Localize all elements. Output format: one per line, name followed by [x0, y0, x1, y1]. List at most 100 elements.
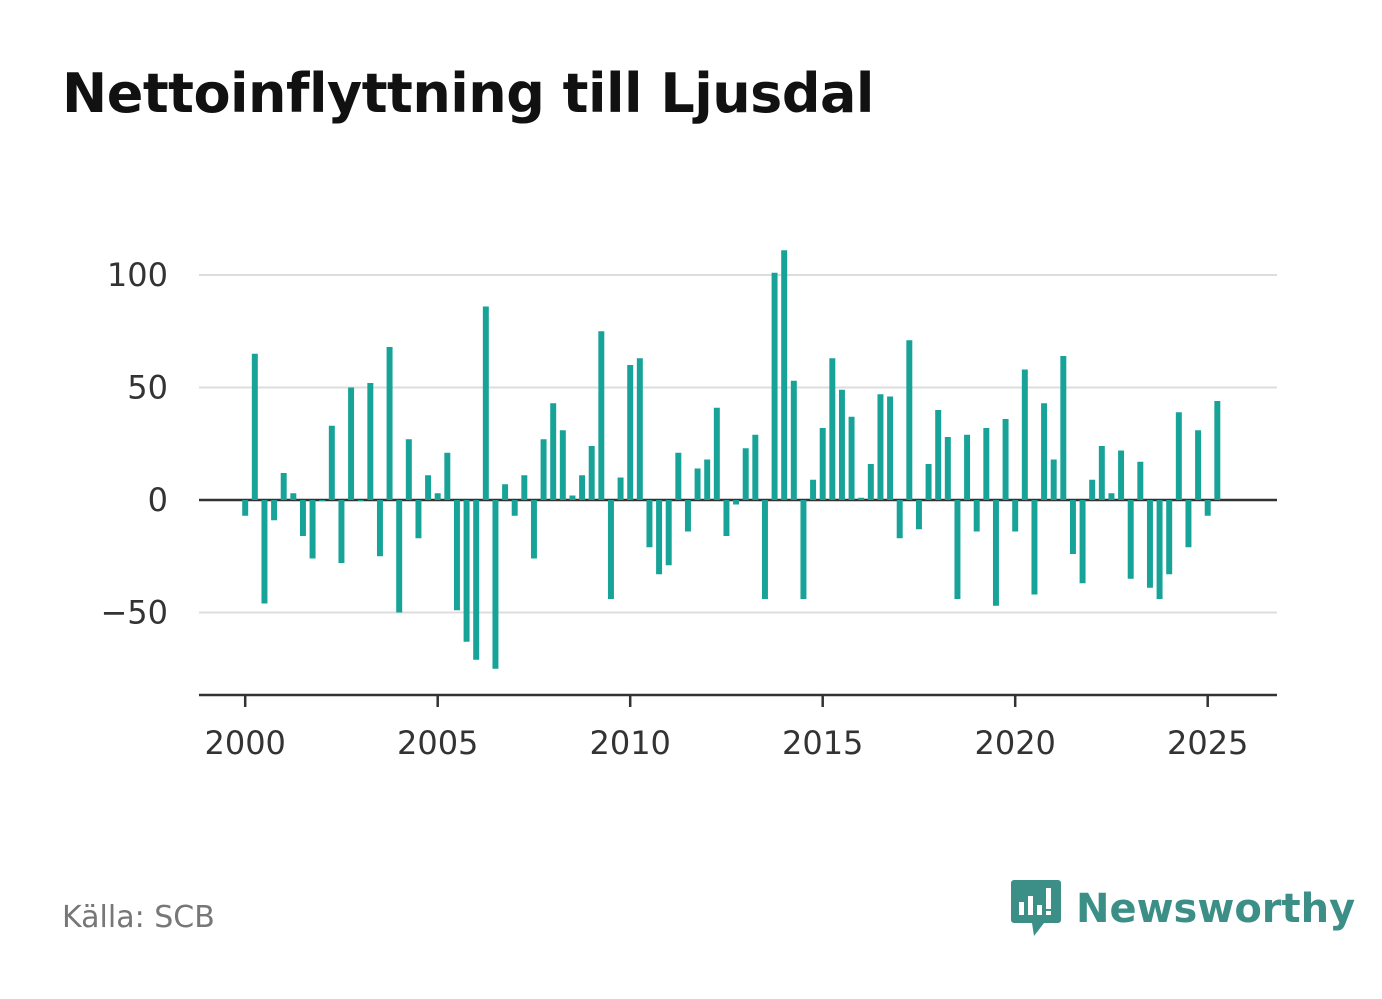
bar: [790, 380, 797, 500]
bar: [1098, 446, 1105, 500]
bar: [752, 434, 759, 500]
bar: [1108, 493, 1115, 500]
bar: [453, 500, 460, 611]
bar: [915, 500, 922, 530]
bar: [694, 468, 701, 500]
bar: [1118, 450, 1125, 500]
bar: [540, 439, 547, 500]
bar: [280, 473, 287, 500]
bar: [684, 500, 691, 532]
bar: [511, 500, 518, 516]
bar: [396, 500, 403, 613]
bar: [848, 416, 855, 500]
bar: [636, 358, 643, 500]
bar: [367, 383, 374, 500]
bar: [733, 500, 740, 505]
bar: [290, 493, 297, 500]
bar: [1214, 401, 1221, 500]
bar: [357, 500, 364, 501]
source-label: Källa: SCB: [62, 900, 215, 935]
x-tick-label: 2000: [204, 724, 285, 762]
y-tick-label: 100: [107, 256, 168, 294]
bar: [309, 500, 316, 559]
brand-logo: Newsworthy: [1010, 878, 1355, 940]
bar: [348, 387, 355, 500]
bar: [588, 446, 595, 500]
bar: [810, 479, 817, 500]
x-tick-label: 2015: [782, 724, 863, 762]
bar: [338, 500, 345, 563]
y-tick-label: −50: [100, 594, 168, 632]
bar: [425, 475, 432, 500]
bar: [492, 500, 499, 669]
bar: [1089, 479, 1096, 500]
bar: [1137, 461, 1144, 500]
bar: [713, 407, 720, 500]
bar: [521, 475, 528, 500]
bar: [463, 500, 470, 642]
bar: [415, 500, 422, 539]
bar: [1204, 500, 1211, 516]
bar: [627, 365, 634, 500]
bar: [1079, 500, 1086, 584]
bar: [444, 452, 451, 500]
bar: [781, 250, 788, 500]
bar: [559, 430, 566, 500]
bar: [704, 459, 711, 500]
bar: [983, 428, 990, 500]
bar: [742, 448, 749, 500]
bar: [319, 500, 326, 501]
bar: [723, 500, 730, 536]
bar: [1127, 500, 1134, 579]
bar: [656, 500, 663, 575]
gridlines: [199, 274, 1277, 614]
bar: [261, 500, 268, 604]
bar: [925, 464, 932, 500]
bar: [434, 493, 441, 500]
bar: [887, 396, 894, 500]
bar: [502, 484, 509, 500]
bar: [271, 500, 278, 521]
bar: [242, 500, 249, 516]
bar: [579, 475, 586, 500]
bar: [530, 500, 537, 559]
bar: [877, 394, 884, 500]
bar: [858, 497, 865, 500]
bar: [665, 500, 672, 566]
bar: [771, 272, 778, 500]
bar: [251, 353, 258, 500]
bar: [1021, 369, 1028, 500]
bar: [1041, 403, 1048, 500]
bar: [944, 437, 951, 500]
x-tick-label: 2020: [974, 724, 1055, 762]
bar: [1050, 459, 1057, 500]
bar: [867, 464, 874, 500]
bar: [598, 331, 605, 500]
bar: [299, 500, 306, 536]
bar: [646, 500, 653, 548]
bar: [607, 500, 614, 599]
bar: [838, 389, 845, 500]
y-tick-label: 50: [127, 369, 168, 407]
x-axis: 2000 2005 2010 2015 2020 2025: [199, 693, 1277, 762]
bar: [376, 500, 383, 557]
newsworthy-logo-icon: [1011, 880, 1061, 936]
bar: [1060, 356, 1067, 500]
bar: [617, 477, 624, 500]
bar: [954, 500, 961, 599]
bar: [482, 306, 489, 500]
bar: [405, 439, 412, 500]
bar: [1175, 412, 1182, 500]
bar: [935, 410, 942, 500]
bars: [242, 250, 1221, 669]
x-tick-label: 2025: [1167, 724, 1248, 762]
bar: [675, 452, 682, 500]
bar: [829, 358, 836, 500]
x-tick-label: 2005: [397, 724, 478, 762]
bar: [550, 403, 557, 500]
y-axis: 100 50 0 −50: [100, 256, 168, 632]
bar: [1069, 500, 1076, 554]
bar: [1146, 500, 1153, 588]
bar: [800, 500, 807, 599]
